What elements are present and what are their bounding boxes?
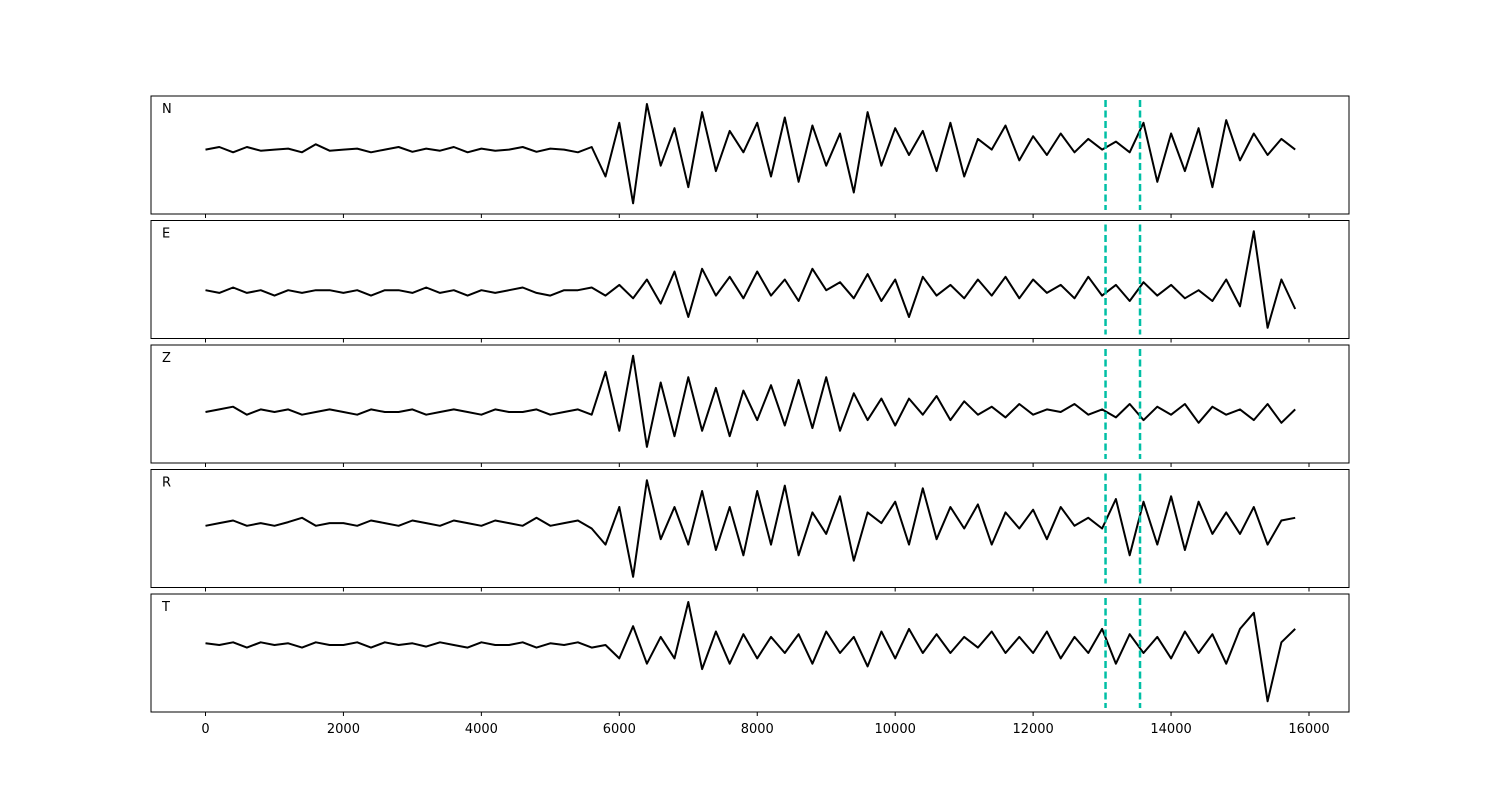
panel-label: R xyxy=(162,476,171,491)
panel-label: Z xyxy=(162,351,171,366)
axes-frame xyxy=(150,220,1350,339)
x-tick-label: 2000 xyxy=(327,722,360,737)
x-tick-label: 12000 xyxy=(1012,722,1053,737)
panel-label: E xyxy=(162,227,170,242)
axes-frame xyxy=(150,469,1350,588)
trace xyxy=(205,601,1296,703)
x-tick-label: 6000 xyxy=(603,722,636,737)
trace xyxy=(205,230,1297,329)
panel-label: N xyxy=(162,102,172,117)
x-tick-label: 4000 xyxy=(465,722,498,737)
x-tick-label: 0 xyxy=(201,722,209,737)
trace xyxy=(205,103,1296,205)
x-tick-label: 16000 xyxy=(1288,722,1329,737)
trace xyxy=(205,479,1296,578)
axes-frame xyxy=(150,95,1350,215)
x-tick-label: 8000 xyxy=(741,722,774,737)
trace xyxy=(205,354,1296,448)
panel-label: T xyxy=(161,600,170,615)
axes-frame xyxy=(150,593,1350,713)
x-tick-label: 14000 xyxy=(1150,722,1191,737)
x-tick-label: 10000 xyxy=(875,722,916,737)
axes-frame xyxy=(150,344,1350,464)
